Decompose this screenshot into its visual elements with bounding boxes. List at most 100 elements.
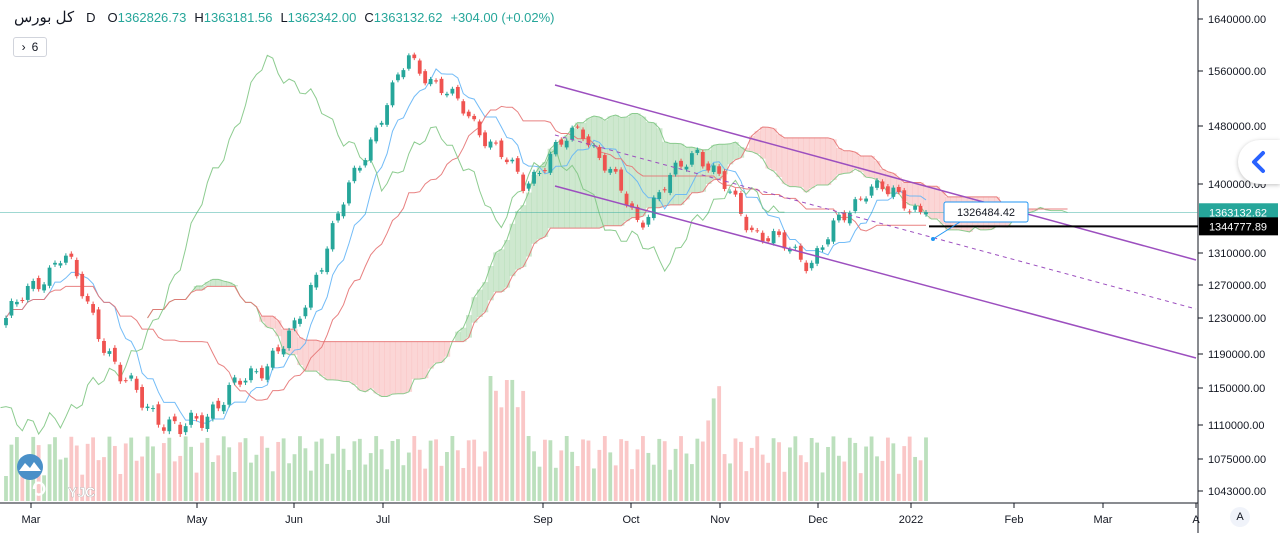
volume-bar — [477, 466, 482, 501]
candle-body — [777, 231, 781, 235]
candle-body — [836, 214, 841, 221]
cloud-segment — [738, 147, 745, 158]
candle-body — [298, 318, 302, 324]
candle — [167, 416, 172, 435]
candle — [896, 184, 901, 195]
volume-bar — [575, 466, 580, 501]
candle-body — [842, 212, 847, 221]
cloud-segment — [444, 341, 451, 357]
candle — [793, 244, 798, 250]
cloud-segment — [476, 289, 483, 318]
x-tick-label: Feb — [1005, 514, 1024, 526]
volume-bar — [4, 476, 8, 501]
candle — [733, 188, 738, 197]
candle — [47, 265, 52, 289]
price-axis-panel[interactable] — [1198, 0, 1280, 533]
candle — [406, 53, 411, 71]
volume-bar — [913, 456, 918, 501]
candle — [91, 301, 96, 316]
line-price-tag-bg — [1199, 217, 1278, 236]
volume-bar — [352, 441, 357, 501]
volume-bar — [641, 436, 645, 501]
volume-bar — [368, 453, 373, 501]
symbol-name[interactable]: کل بورس — [14, 9, 75, 26]
last-price-tag-bg — [1199, 203, 1278, 222]
cloud-segment — [291, 329, 298, 355]
candle — [118, 362, 123, 384]
candle — [357, 165, 362, 173]
volume-bar — [602, 436, 607, 501]
candle — [172, 413, 177, 424]
candle — [711, 163, 716, 175]
volume-bar — [385, 469, 389, 501]
candle — [363, 157, 368, 168]
volume-bar — [118, 473, 123, 501]
cloud-segment — [329, 341, 336, 380]
candle-body — [559, 139, 564, 145]
candle — [102, 338, 106, 356]
channel-lower-line — [554, 185, 1197, 359]
timeframe-label[interactable]: D — [86, 9, 96, 25]
candle — [875, 178, 879, 191]
volume-bar — [608, 452, 613, 501]
close-label: C — [364, 9, 374, 25]
candle — [766, 235, 771, 244]
candle — [924, 209, 928, 217]
cloud-segment — [259, 316, 266, 322]
y-tick: 1043000.00 — [1198, 486, 1266, 498]
cloud-segment — [313, 340, 320, 372]
volume-bar — [74, 445, 79, 501]
candle-body — [657, 192, 662, 199]
cloud-segment — [319, 341, 325, 377]
candle-body — [308, 284, 313, 308]
high-value: 1363181.56 — [203, 9, 273, 25]
high-label: H — [194, 9, 204, 25]
candle-body — [749, 227, 754, 231]
candle-body — [156, 404, 161, 425]
x-tick-label: Dec — [808, 514, 828, 526]
volume-bar — [902, 446, 907, 501]
candle — [521, 172, 526, 194]
candle — [771, 228, 776, 246]
x-tick-label: Sep — [533, 514, 553, 526]
volume-bar — [793, 436, 798, 501]
candle-body — [847, 212, 852, 224]
candle-body — [679, 160, 683, 167]
volume-bar — [129, 437, 134, 501]
candle-body — [9, 300, 14, 316]
candle-body — [96, 309, 101, 340]
scroll-to-realtime-button[interactable] — [1238, 140, 1280, 184]
candle — [885, 184, 890, 197]
candle-body — [91, 304, 96, 313]
cloud-segment — [1037, 207, 1044, 210]
cloud-segment — [912, 182, 919, 206]
cloud-segment — [825, 137, 832, 185]
cloud-segment — [270, 316, 276, 329]
auto-scale-button[interactable]: A — [1230, 507, 1250, 527]
y-axis-labels: 1640000.001560000.001480000.001400000.00… — [1198, 14, 1266, 498]
candle — [96, 306, 101, 342]
candle-body — [690, 153, 694, 165]
volume-bar — [439, 465, 444, 501]
candle — [123, 377, 128, 383]
candle — [630, 201, 634, 210]
candle — [641, 220, 645, 230]
volume-bar — [249, 462, 253, 501]
indicators-toggle-button[interactable]: › 6 — [13, 37, 47, 57]
cloud-segment — [890, 173, 897, 194]
volume-bar — [826, 446, 830, 501]
candle-body — [183, 426, 188, 433]
cloud-segment — [857, 155, 864, 172]
regression-channel[interactable] — [554, 84, 1197, 359]
candle — [292, 317, 297, 332]
cloud-segment — [634, 113, 641, 218]
candle — [58, 260, 63, 268]
candle-body — [521, 174, 526, 192]
volume-bar — [374, 436, 379, 501]
y-tick-label: 1075000.00 — [1208, 454, 1266, 466]
candle-body — [58, 263, 63, 266]
annotation-label: 1326484.42 — [957, 207, 1015, 219]
cloud-segment — [460, 327, 467, 342]
cloud-segment — [525, 192, 532, 257]
